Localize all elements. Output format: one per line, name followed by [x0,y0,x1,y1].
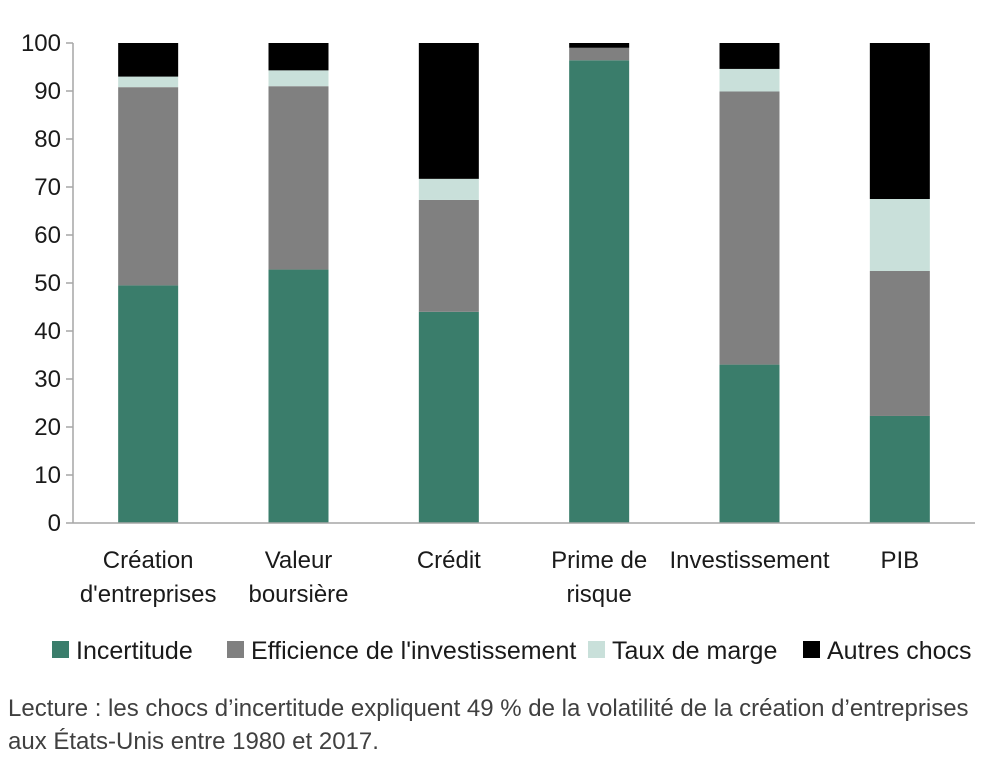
legend-label: Autres chocs [827,637,972,665]
legend-swatch [52,641,69,658]
y-tick-label: 20 [34,414,61,441]
y-tick-label: 70 [34,174,61,201]
bar-segment [719,68,780,92]
bars [118,43,930,523]
y-tick-label: 0 [48,510,61,537]
bar-segment [418,311,479,523]
reading-note: Lecture : les chocs d’incertitude expliq… [8,695,969,755]
legend-swatch [803,641,820,658]
legend-swatch [588,641,605,658]
x-category-label: Création d'entreprises [80,547,217,608]
bar-segment [869,415,930,523]
bar-segment [268,70,329,87]
y-axis: 0 10 20 30 40 50 60 70 80 90 100 [21,30,74,537]
y-tick-label: 100 [21,30,61,57]
legend-label: Incertitude [76,637,193,665]
x-category-label: Valeur boursière [248,547,348,608]
bar-segment [869,199,930,271]
bar-segment [118,43,179,77]
legend: Incertitude Efficience de l'investissemen… [52,637,972,665]
bar-segment [418,43,479,179]
bar-segment [268,86,329,270]
bar-segment [569,43,630,48]
bar-segment [719,91,780,365]
bar-segment [118,87,179,286]
bar-segment [268,43,329,71]
y-tick-label: 80 [34,126,61,153]
bar-segment [869,271,930,416]
legend-label: Efficience de l'investissement [251,637,576,665]
legend-label: Taux de marge [612,637,777,665]
bar-segment [118,76,179,88]
x-category-label: PIB [880,547,919,574]
y-tick-label: 50 [34,270,61,297]
bar-segment [719,364,780,523]
bar-segment [869,43,930,199]
y-tick-label: 40 [34,318,61,345]
x-category-label: Investissement [669,547,829,574]
stacked-bar-chart: 0 10 20 30 40 50 60 70 80 90 100 Création d'entrepr… [21,30,975,665]
x-category-label: Crédit [417,547,481,574]
bar-segment [118,285,179,523]
bar-segment [719,43,780,69]
x-axis: Création d'entreprises Valeur boursière Créd… [73,522,975,608]
legend-swatch [227,641,244,658]
bar-segment [268,269,329,523]
y-tick-label: 30 [34,366,61,393]
bar-segment [569,60,630,523]
bar-segment [418,178,479,200]
bar-segment [569,47,630,61]
y-tick-label: 10 [34,462,61,489]
y-tick-label: 90 [34,78,61,105]
y-tick-label: 60 [34,222,61,249]
bar-segment [418,199,479,312]
x-category-label: Prime de risque [551,547,647,608]
